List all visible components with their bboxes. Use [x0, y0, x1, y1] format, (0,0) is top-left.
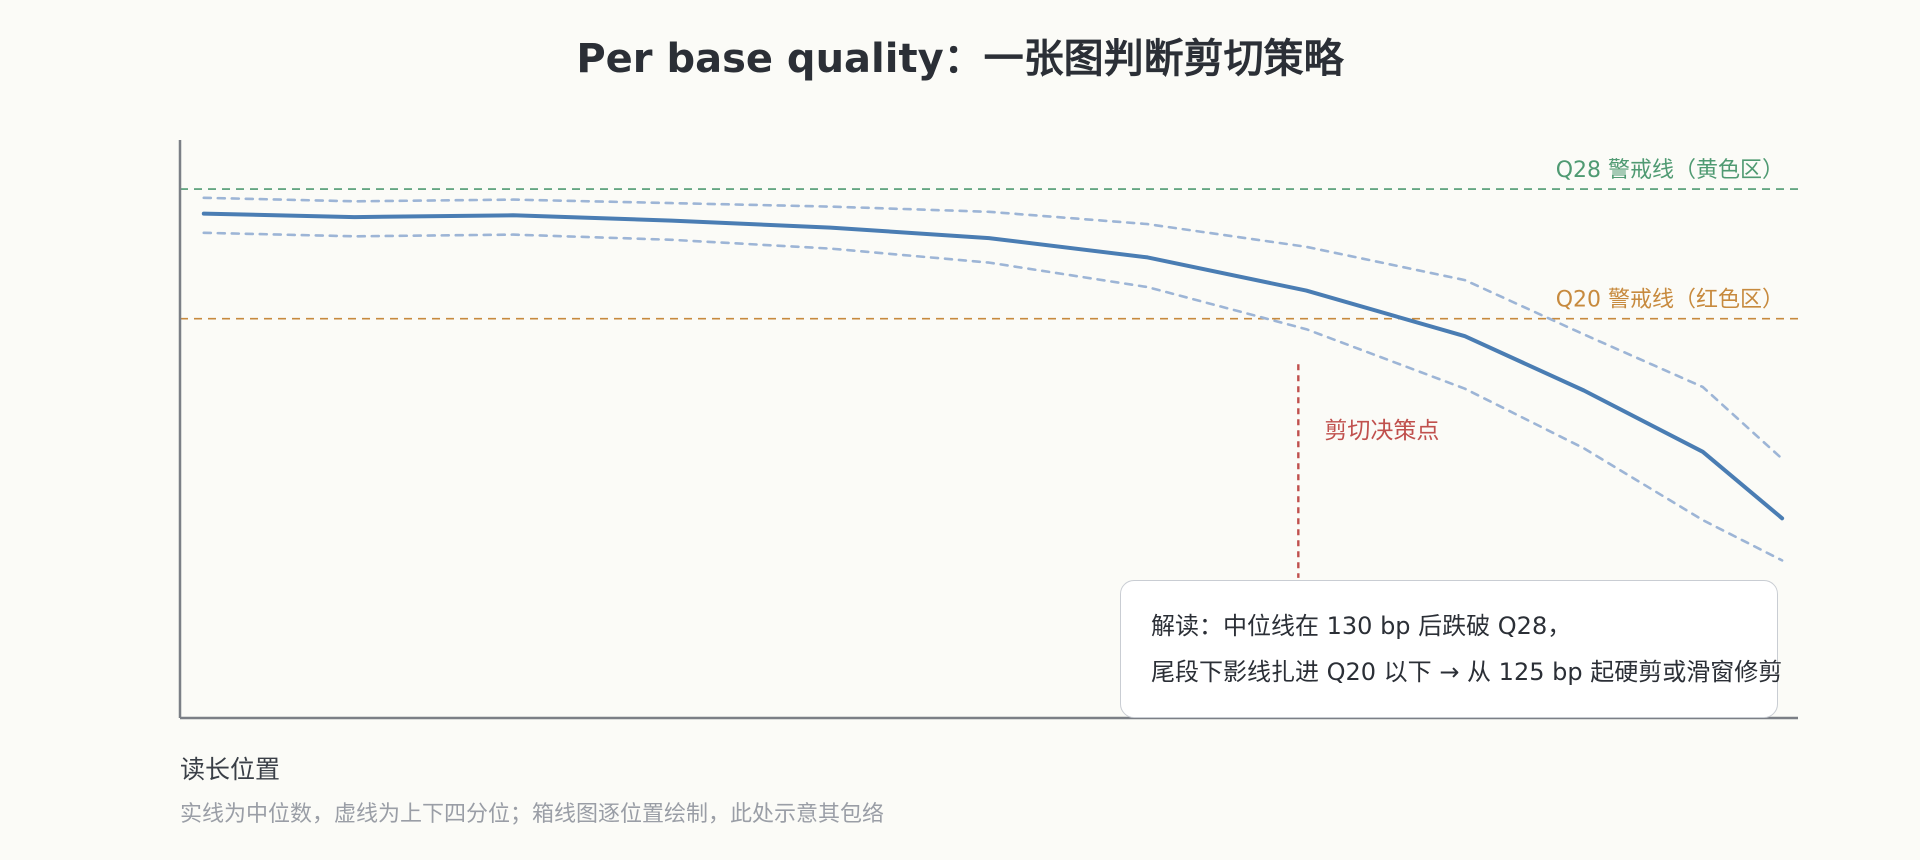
annotation-line-2: 尾段下影线扎进 Q20 以下 → 从 125 bp 起硬剪或滑窗修剪 [1151, 658, 1783, 686]
chart-title: Per base quality：一张图判断剪切策略 [576, 36, 1344, 82]
decision-label: 剪切决策点 [1324, 418, 1439, 444]
footnote: 实线为中位数，虚线为上下四分位；箱线图逐位置绘制，此处示意其包络 [180, 802, 885, 827]
series-line-lower-quartile [202, 231, 1784, 562]
annotation-box: 解读：中位线在 130 bp 后跌破 Q28， 尾段下影线扎进 Q20 以下 →… [1120, 580, 1783, 718]
reference-line-label-1: Q28 警戒线（黄色区） [1556, 158, 1784, 183]
series-line-median [201, 211, 1785, 521]
x-axis-label: 读长位置 [180, 755, 281, 784]
annotation-line-1: 解读：中位线在 130 bp 后跌破 Q28， [1151, 612, 1572, 640]
series-line-upper-quartile [202, 196, 1784, 461]
reference-line-label-2: Q20 警戒线（红色区） [1556, 288, 1784, 313]
